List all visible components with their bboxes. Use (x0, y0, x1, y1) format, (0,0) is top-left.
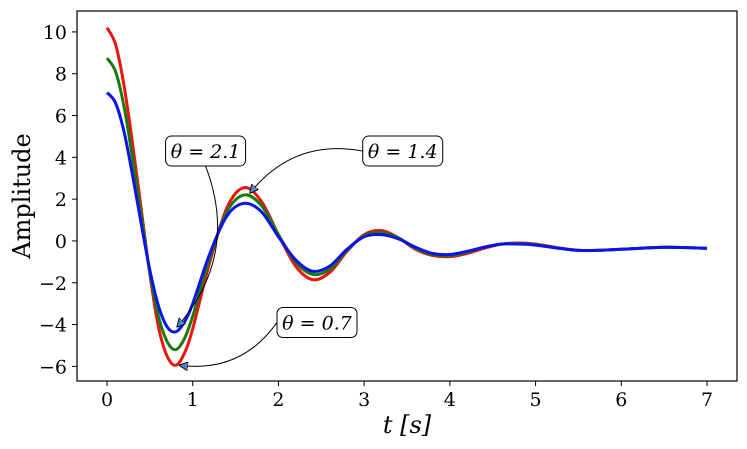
y-tick-label: 8 (55, 64, 67, 86)
annotation-label: θ = 0.7 (282, 312, 353, 334)
series-line-3 (105, 91, 708, 334)
y-tick-label: 6 (55, 106, 67, 128)
x-tick-label: 3 (358, 389, 370, 411)
y-tick-label: 10 (43, 22, 67, 44)
series-layer (105, 26, 708, 367)
x-tick-label: 6 (615, 389, 627, 411)
annotation-layer: θ = 2.1 θ = 1.4 θ = 0.7 (165, 135, 444, 366)
series-line-1 (105, 26, 708, 367)
x-axis-label: t [s] (383, 411, 432, 439)
x-axis-ticks: 0 1 2 3 4 5 6 7 (101, 381, 713, 411)
y-tick-label: 2 (55, 189, 67, 211)
y-tick-label: 0 (55, 231, 67, 253)
annotation-arrow (250, 148, 363, 193)
x-tick-label: 4 (444, 389, 456, 411)
y-tick-label: 4 (55, 147, 67, 169)
annotation-box (362, 135, 444, 167)
y-axis-label: Amplitude (8, 133, 36, 259)
annotation-label: θ = 2.1 (171, 141, 241, 163)
x-tick-label: 5 (530, 389, 542, 411)
plot-area-frame (76, 10, 738, 382)
x-tick-label: 2 (272, 389, 284, 411)
y-tick-label: −4 (39, 315, 67, 337)
annotation-arrow (180, 322, 278, 366)
annotation-box (276, 306, 358, 338)
annotation-box (165, 135, 247, 167)
x-tick-label: 0 (101, 389, 113, 411)
annotation-label: θ = 1.4 (368, 141, 438, 163)
y-tick-label: −6 (39, 356, 67, 378)
y-axis-ticks: −6 −4 −2 0 2 4 6 8 10 (39, 22, 77, 378)
x-tick-label: 1 (187, 389, 199, 411)
series-line-2 (105, 57, 708, 352)
annotation-arrow (177, 165, 219, 327)
y-tick-label: −2 (39, 273, 67, 295)
x-tick-label: 7 (701, 389, 713, 411)
